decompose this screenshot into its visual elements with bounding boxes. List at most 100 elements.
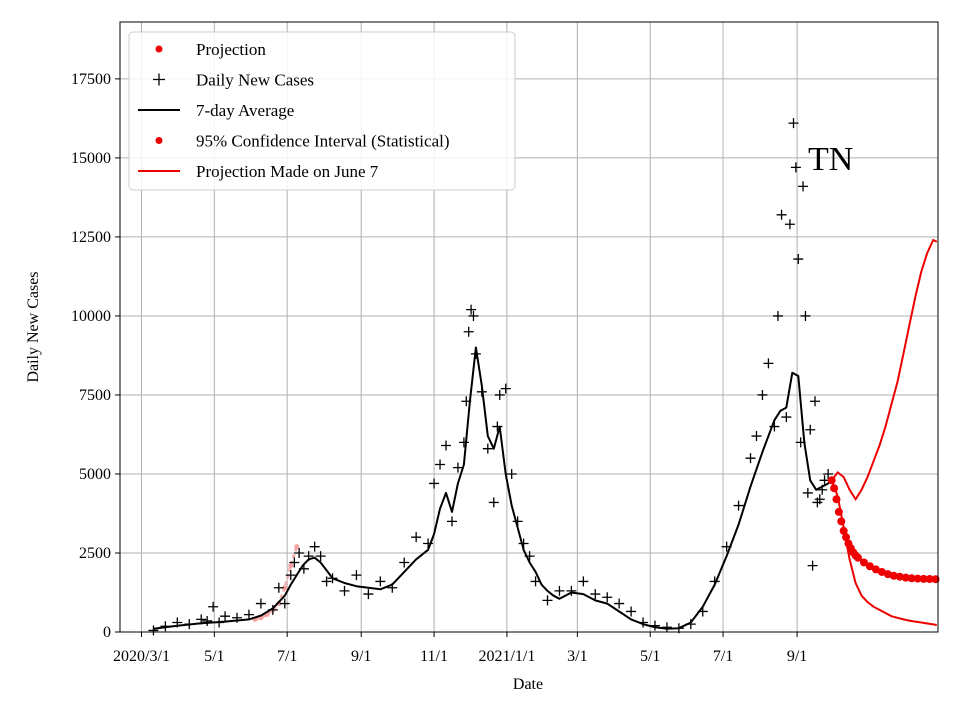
projection-point <box>834 507 843 516</box>
daily-case-point <box>273 582 284 593</box>
y-tick-label: 12500 <box>71 229 111 246</box>
projection-point <box>919 574 928 583</box>
projection-point <box>832 495 841 504</box>
legend-label: Projection <box>196 40 266 59</box>
projection-point <box>859 558 868 567</box>
daily-case-point <box>798 181 809 192</box>
daily-case-point <box>805 424 816 435</box>
daily-case-point <box>506 468 517 479</box>
daily-case-point <box>267 604 278 615</box>
daily-case-point <box>441 440 452 451</box>
daily-case-point <box>578 576 589 587</box>
projection-point <box>895 572 904 581</box>
daily-case-point <box>160 621 171 632</box>
projection-point <box>925 575 934 584</box>
legend-box <box>128 31 516 191</box>
y-tick-label: 5000 <box>79 466 111 483</box>
daily-case-point <box>709 576 720 587</box>
daily-case-point <box>309 541 320 552</box>
daily-case-point <box>285 570 296 581</box>
legend-label: 7-day Average <box>196 101 294 120</box>
daily-case-point <box>289 557 300 568</box>
projection-point <box>853 553 862 562</box>
daily-case-point <box>772 310 783 321</box>
daily-case-point <box>661 622 672 633</box>
daily-case-point <box>466 304 477 315</box>
legend-label: Projection Made on June 7 <box>196 162 379 181</box>
daily-case-point <box>279 598 290 609</box>
daily-case-point <box>243 609 254 620</box>
daily-case-point <box>784 219 795 230</box>
y-tick-label: 7500 <box>79 387 111 404</box>
projection-june7-lower-line <box>830 479 937 626</box>
y-tick-label: 15000 <box>71 150 111 167</box>
daily-case-point <box>542 595 553 606</box>
x-tick-label: 11/1 <box>420 648 448 665</box>
daily-case-point <box>214 617 225 628</box>
projection-point <box>839 526 848 535</box>
daily-case-point <box>470 348 481 359</box>
daily-case-point <box>458 437 469 448</box>
daily-case-point <box>518 538 529 549</box>
daily-case-point <box>817 484 828 495</box>
daily-case-point <box>814 494 825 505</box>
state-annotation: TN <box>808 141 853 178</box>
daily-case-point <box>429 478 440 489</box>
series-lines <box>153 238 938 630</box>
projection-point <box>913 574 922 583</box>
projection-point <box>830 484 839 493</box>
daily-case-point <box>435 459 446 470</box>
daily-case-point <box>793 254 804 265</box>
legend-marker-plus <box>153 73 165 86</box>
x-tick-label: 7/1 <box>713 648 733 665</box>
daily-case-point <box>590 589 601 600</box>
daily-case-point <box>148 625 159 636</box>
daily-case-point <box>802 487 813 498</box>
y-tick-label: 10000 <box>71 308 111 325</box>
daily-case-point <box>220 611 231 622</box>
y-tick-label: 0 <box>103 624 111 641</box>
daily-case-point <box>800 310 811 321</box>
daily-case-point <box>810 396 821 407</box>
projection-point <box>871 565 880 574</box>
daily-case-point <box>763 358 774 369</box>
daily-case-point <box>494 389 505 400</box>
daily-case-point <box>387 582 398 593</box>
seven-day-average-line <box>153 346 833 630</box>
y-axis-ticks: 0 2500 5000 7500 10000 12500 15000 17500 <box>71 71 120 641</box>
x-tick-label: 2020/3/1 <box>113 648 170 665</box>
daily-case-point <box>321 576 332 587</box>
legend-label: 95% Confidence Interval (Statistical) <box>196 132 450 151</box>
daily-case-point <box>446 516 457 527</box>
x-tick-label: 7/1 <box>277 648 297 665</box>
daily-case-point <box>554 585 565 596</box>
daily-case-point <box>757 389 768 400</box>
daily-case-point <box>476 386 487 397</box>
daily-case-point <box>776 209 787 220</box>
daily-case-point <box>468 310 479 321</box>
ci-early-point <box>294 544 300 550</box>
projection-june7-upper-line <box>830 238 938 502</box>
daily-case-point <box>530 576 541 587</box>
daily-case-point <box>807 560 818 571</box>
daily-case-point <box>255 598 266 609</box>
x-axis-label: Date <box>513 676 543 693</box>
projection-point <box>901 573 910 582</box>
plot-frame <box>119 21 939 633</box>
y-axis-label: Daily New Cases <box>25 271 42 382</box>
y-tick-label: 2500 <box>79 545 111 562</box>
daily-case-point <box>638 617 649 628</box>
x-tick-label: 9/1 <box>787 648 807 665</box>
daily-case-point <box>697 606 708 617</box>
daily-case-point <box>524 551 535 562</box>
x-tick-label: 9/1 <box>351 648 371 665</box>
legend-label: Daily New Cases <box>196 71 314 90</box>
daily-case-point <box>602 592 613 603</box>
daily-case-point <box>614 598 625 609</box>
x-tick-label: 2021/1/1 <box>478 648 535 665</box>
projection-point <box>889 571 898 580</box>
daily-case-point <box>500 383 511 394</box>
daily-case-point <box>790 162 801 173</box>
daily-case-point <box>315 551 326 562</box>
